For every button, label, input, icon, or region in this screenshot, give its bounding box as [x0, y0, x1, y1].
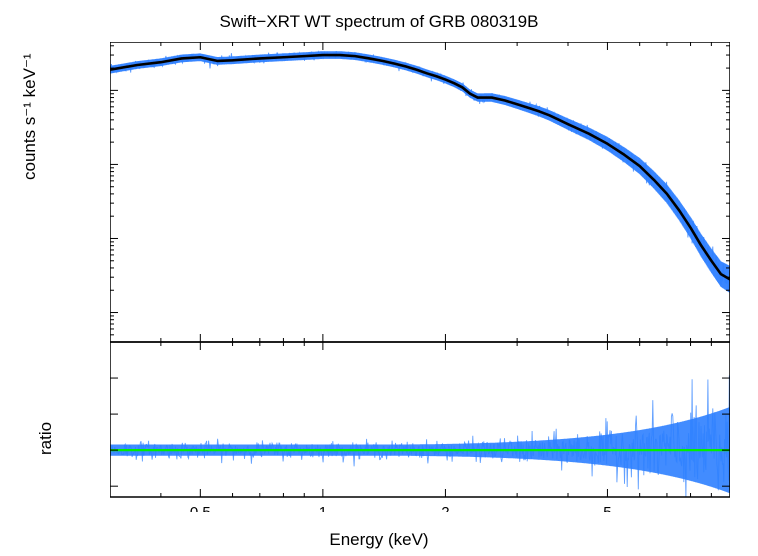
y-axis-label-bottom: ratio	[36, 422, 56, 455]
x-axis-label: Energy (keV)	[0, 530, 758, 550]
x-tick-label: 1	[319, 504, 327, 512]
y-axis-label-top: counts s⁻¹ keV⁻¹	[20, 53, 40, 180]
x-tick-label: 0.5	[190, 504, 211, 512]
plot-title: Swift−XRT WT spectrum of GRB 080319B	[0, 12, 758, 32]
plot-area: 0.51250.010.11100.511.522.5	[110, 42, 730, 512]
x-tick-label: 5	[603, 504, 611, 512]
x-tick-label: 2	[441, 504, 449, 512]
plot-svg: 0.51250.010.11100.511.522.5	[110, 42, 730, 512]
